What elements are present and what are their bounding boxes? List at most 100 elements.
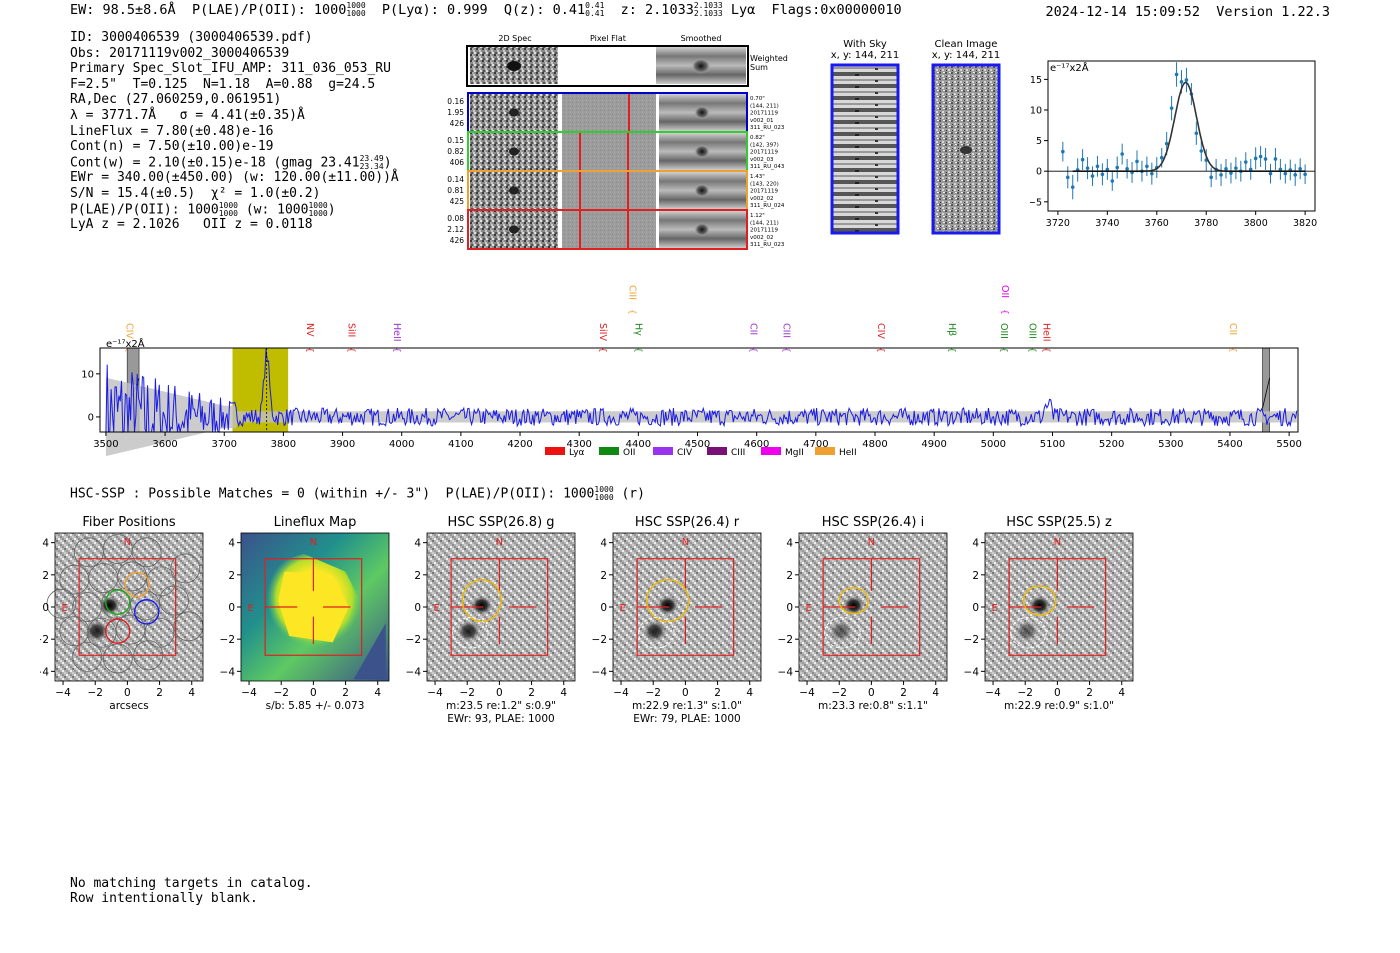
row-pixelflat [562, 211, 656, 248]
neighbor-ellipse [1010, 617, 1047, 649]
zoom-point [1229, 171, 1233, 175]
cutout-ytick-label: 0 [600, 602, 607, 614]
spec2d-row: 0.15 0.82 406 0.82"(142, 397) 20171119v002_0… [447, 131, 785, 172]
legend-swatch [545, 447, 565, 455]
row-left-label: 0.82 [447, 147, 464, 156]
source-secondary [84, 620, 109, 643]
highlight-fiber [104, 618, 131, 644]
z-value: z: 2.1033 [620, 2, 694, 18]
fs-frame [99, 347, 1299, 433]
cutout-xtick-label: −4 [985, 687, 1001, 699]
east-label: E [991, 603, 997, 614]
row-smoothed-blob [694, 183, 710, 198]
z-line: Lyα [730, 2, 756, 18]
info-plae: P(LAE)/P(OII): 1000 1000 1000 (w: 1000 1000… [70, 201, 399, 218]
zoom-point [1179, 80, 1184, 84]
zoom-point [1100, 172, 1105, 177]
fiber-circle [131, 537, 162, 568]
info-id: ID: 3000406539 (3000406539.pdf) [70, 30, 313, 45]
fiber-circle [170, 553, 201, 584]
zoom-point [1258, 154, 1263, 159]
clean-source-blob [960, 146, 972, 154]
row-gap [558, 211, 562, 248]
zoom-point [1164, 141, 1169, 146]
fiber-circle [159, 585, 189, 616]
source-secondary [642, 620, 667, 643]
cutout-ytick-label: −4 [964, 666, 980, 678]
zoom-point [1061, 149, 1065, 154]
fs-xtick-label: 4800 [862, 439, 887, 450]
cutout-xtick-label: 2 [528, 687, 535, 699]
cutout-xtick-label: 0 [496, 687, 503, 699]
cutout-ytick-label: −4 [220, 666, 236, 678]
row-right-label: (142, 397) [750, 142, 779, 148]
zoom-xtick-label: 3800 [1244, 218, 1268, 229]
zoom-xtick-label: 3780 [1194, 218, 1218, 229]
fs-xtick-label: 4900 [921, 439, 946, 450]
hsc-hi: 1000 [594, 485, 614, 494]
row-left-label: 0.08 [447, 214, 464, 223]
fs-xtick-label: 5200 [1099, 439, 1124, 450]
emission-brace: { [1026, 347, 1036, 353]
zoom-point [1224, 166, 1228, 171]
neighbor-ellipse [452, 617, 489, 649]
hsc-end: (r) [613, 486, 645, 502]
legend-swatch [761, 447, 781, 455]
emission-line-label: HeII { [391, 323, 402, 353]
clean-title: Clean Image [935, 39, 998, 50]
row-left-label: 2.12 [447, 225, 464, 234]
q-value: Q(z): 0.41 [503, 2, 586, 18]
row-right-label: 20171119 [750, 150, 778, 156]
cutout-ytick-label: 0 [786, 602, 793, 614]
row-left-label: 1.95 [447, 108, 464, 117]
lineflux-peak [278, 571, 349, 643]
with-sky-title: With Sky [843, 39, 887, 50]
zoom-point [1174, 72, 1179, 77]
cutout-ytick-label: 2 [228, 570, 235, 582]
neighbor-ellipse [824, 617, 861, 649]
flat-marker [628, 94, 630, 131]
zoom-point [1293, 173, 1298, 177]
timestamp-version: 2024-12-14 15:09:52 Version 1.22.3 [1045, 4, 1330, 20]
cutout-ytick-label: 0 [42, 602, 49, 614]
cutout-title: HSC SSP(26.4) r [635, 515, 740, 530]
source-main [98, 595, 121, 616]
zoom-point [1194, 131, 1199, 136]
contw-end: ) [383, 155, 392, 171]
east-label: E [805, 603, 811, 614]
zoom-point [1268, 171, 1273, 176]
row-gap [656, 211, 659, 248]
emission-label-text: HeII [391, 323, 402, 342]
cutout-title: HSC SSP(25.5) z [1006, 515, 1112, 530]
row-pixelflat [562, 172, 656, 209]
zoom-point [1169, 106, 1174, 110]
gaussian-fit-line [1072, 81, 1306, 172]
cutout-xtick-label: −4 [613, 687, 629, 699]
source-main [1028, 595, 1051, 616]
east-label: E [619, 603, 625, 614]
plae-hi: 1000 [346, 1, 366, 10]
info-contw: Cont(w) = 2.10(±0.15)e-18 (gmag 23.41 23.… [70, 154, 399, 171]
cutout-xlabel: m:23.3 re:0.8" s:1.1" [818, 700, 928, 712]
fs-xtick-label: 4300 [566, 439, 591, 450]
cutout-xlabel: m:22.9 re:1.3" s:1.0" [632, 700, 742, 712]
source-main [470, 595, 493, 616]
east-label: E [61, 603, 67, 614]
row-pixelflat [562, 133, 656, 170]
row-right-label: 1.12" [750, 213, 765, 219]
fiber-circle [59, 616, 90, 647]
north-label: N [1054, 537, 1061, 548]
zoom-point [1070, 185, 1075, 189]
emission-label-text: CII [748, 323, 759, 335]
col-header-2dspec: 2D Spec [498, 34, 531, 43]
row-smoothed-blob [694, 144, 710, 159]
row-right-label: 20171119 [750, 111, 778, 117]
legend-label: Lyα [569, 448, 585, 458]
fiber-circle [102, 643, 133, 674]
info-lambda: λ = 3771.7Å σ = 4.41(±0.35)Å [70, 107, 305, 123]
cutout-ytick-label: 2 [972, 570, 979, 582]
fs-xtick-label: 3900 [330, 439, 355, 450]
zoom-xtick-label: 3720 [1046, 218, 1070, 229]
zoom-unit-label: e⁻¹⁷x2Å [1050, 61, 1089, 74]
